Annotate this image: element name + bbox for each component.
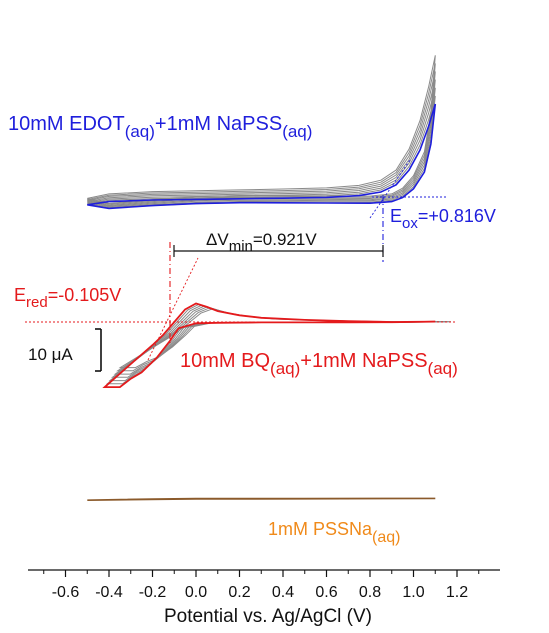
x-tick-label: 0.6 [315,584,337,601]
pss-curve [87,497,436,501]
edot-grey-cycle [87,63,436,205]
x-tick-label: -0.2 [139,584,167,601]
edot-grey-cycles [87,55,436,209]
edot-main-curve [87,103,437,210]
x-tick-label: -0.4 [95,584,123,601]
bq-rise-tangent [147,257,199,361]
x-tick-label: 0.4 [272,584,294,601]
edot-grey-cycle [87,55,436,205]
x-tick-label: 1.2 [446,584,468,601]
x-axis-label: Potential vs. Ag/AgCl (V) [164,606,372,627]
x-tick-label: 0.8 [359,584,381,601]
x-tick-label: -0.6 [52,584,80,601]
edot-series-label: 10mM EDOT(aq)+1mM NaPSS(aq) [8,113,312,141]
x-axis: -0.6 -0.4 -0.2 0.0 0.2 0.4 0.6 0.8 1.0 1.2 [28,569,500,601]
scale-bar-label: 10 μA [28,345,73,364]
scale-bar: 10 μA [28,328,102,372]
bq-series-label: 10mM BQ(aq)+1mM NaPSS(aq) [180,350,458,378]
x-tick-label: 0.2 [228,584,250,601]
x-tick-label: 0.0 [185,584,207,601]
x-tick-label: 1.0 [402,584,424,601]
delta-v-bracket [173,245,384,257]
e-ox-label: Eox=+0.816V [390,206,496,232]
pss-series-label: 1mM PSSNa(aq) [268,519,400,546]
e-red-label: Ered=-0.105V [14,285,121,311]
delta-v-label: ΔVmin=0.921V [206,230,317,255]
